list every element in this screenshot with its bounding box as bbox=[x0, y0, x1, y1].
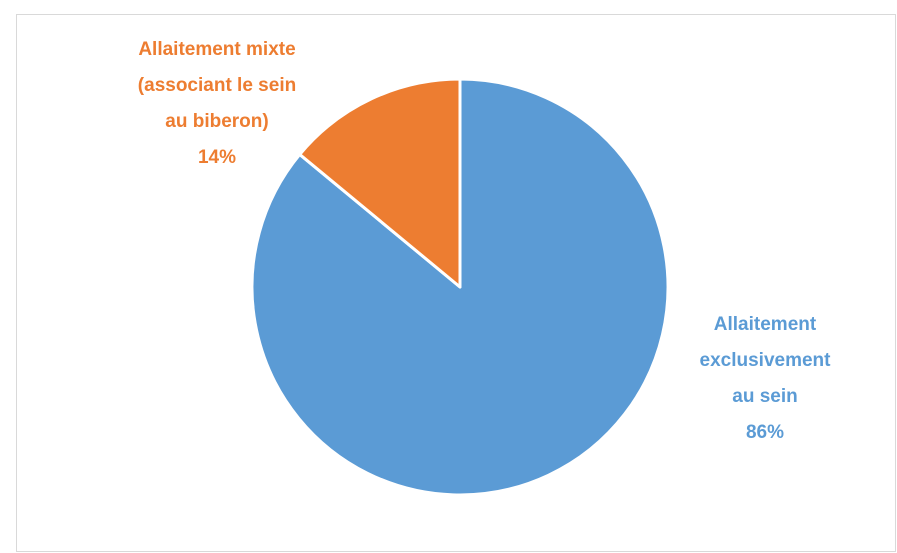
data-label-1: Allaitement mixte (associant le sein au bi… bbox=[138, 39, 296, 168]
pie-slice-1 bbox=[298, 77, 462, 289]
data-label-0: Allaitement exclusivement au sein 86% bbox=[700, 314, 832, 443]
data-label-1-line-3: 14% bbox=[198, 147, 236, 168]
data-label-0-line-1: exclusivement bbox=[700, 350, 832, 371]
data-label-0-line-2: au sein bbox=[732, 386, 797, 407]
pie-slices bbox=[250, 77, 670, 497]
data-label-1-line-1: (associant le sein bbox=[138, 75, 296, 96]
pie-data-labels: Allaitement exclusivement au sein 86%Allait… bbox=[138, 39, 831, 443]
data-label-0-line-0: Allaitement bbox=[714, 314, 817, 335]
data-label-1-line-0: Allaitement mixte bbox=[138, 39, 295, 60]
data-label-0-line-3: 86% bbox=[746, 422, 784, 443]
pie-slice-0 bbox=[250, 77, 670, 497]
data-label-1-line-2: au biberon) bbox=[165, 111, 268, 132]
